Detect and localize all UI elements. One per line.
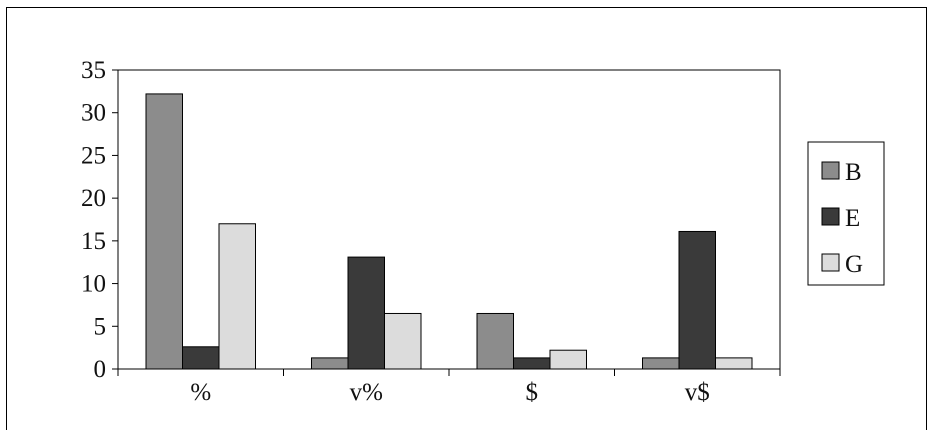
legend-swatch-G bbox=[821, 253, 840, 272]
bar-B-0 bbox=[145, 93, 183, 370]
x-tick-label: $ bbox=[526, 379, 539, 406]
bar-B-2 bbox=[476, 312, 514, 370]
bars bbox=[145, 93, 753, 370]
x-tick-label: v$ bbox=[685, 379, 710, 406]
y-tick-label: 30 bbox=[81, 100, 106, 127]
bar-B-1 bbox=[311, 357, 349, 370]
bar-E-1 bbox=[347, 256, 385, 370]
y-tick-label: 10 bbox=[81, 271, 106, 298]
y-tick-label: 35 bbox=[81, 57, 106, 84]
bar-G-0 bbox=[218, 223, 256, 370]
legend-swatch-E bbox=[821, 207, 840, 226]
bar-E-0 bbox=[182, 346, 220, 370]
y-tick-label: 0 bbox=[94, 356, 107, 383]
y-tick-label: 25 bbox=[81, 142, 106, 169]
legend: BEG bbox=[807, 141, 885, 286]
y-tick-label: 5 bbox=[94, 313, 107, 340]
chart-frame bbox=[6, 7, 927, 430]
bar-E-2 bbox=[513, 357, 551, 370]
bar-G-2 bbox=[549, 349, 587, 370]
legend-swatch-B bbox=[821, 161, 840, 180]
legend-box bbox=[807, 141, 885, 286]
x-tick-label: v% bbox=[350, 379, 383, 406]
bar-G-1 bbox=[384, 312, 422, 370]
legend-label-G: G bbox=[845, 251, 863, 278]
y-axis: 0 5 10 15 20 25 30 35 bbox=[81, 57, 118, 383]
x-axis: % v% $ v$ bbox=[117, 369, 781, 406]
x-tick-label: % bbox=[190, 379, 211, 406]
legend-label-E: E bbox=[845, 205, 860, 232]
bar-B-3 bbox=[642, 357, 680, 370]
bar-G-3 bbox=[715, 357, 753, 370]
bar-E-3 bbox=[678, 230, 716, 370]
legend-label-B: B bbox=[845, 159, 862, 186]
y-tick-label: 20 bbox=[81, 185, 106, 212]
y-tick-label: 15 bbox=[81, 228, 106, 255]
